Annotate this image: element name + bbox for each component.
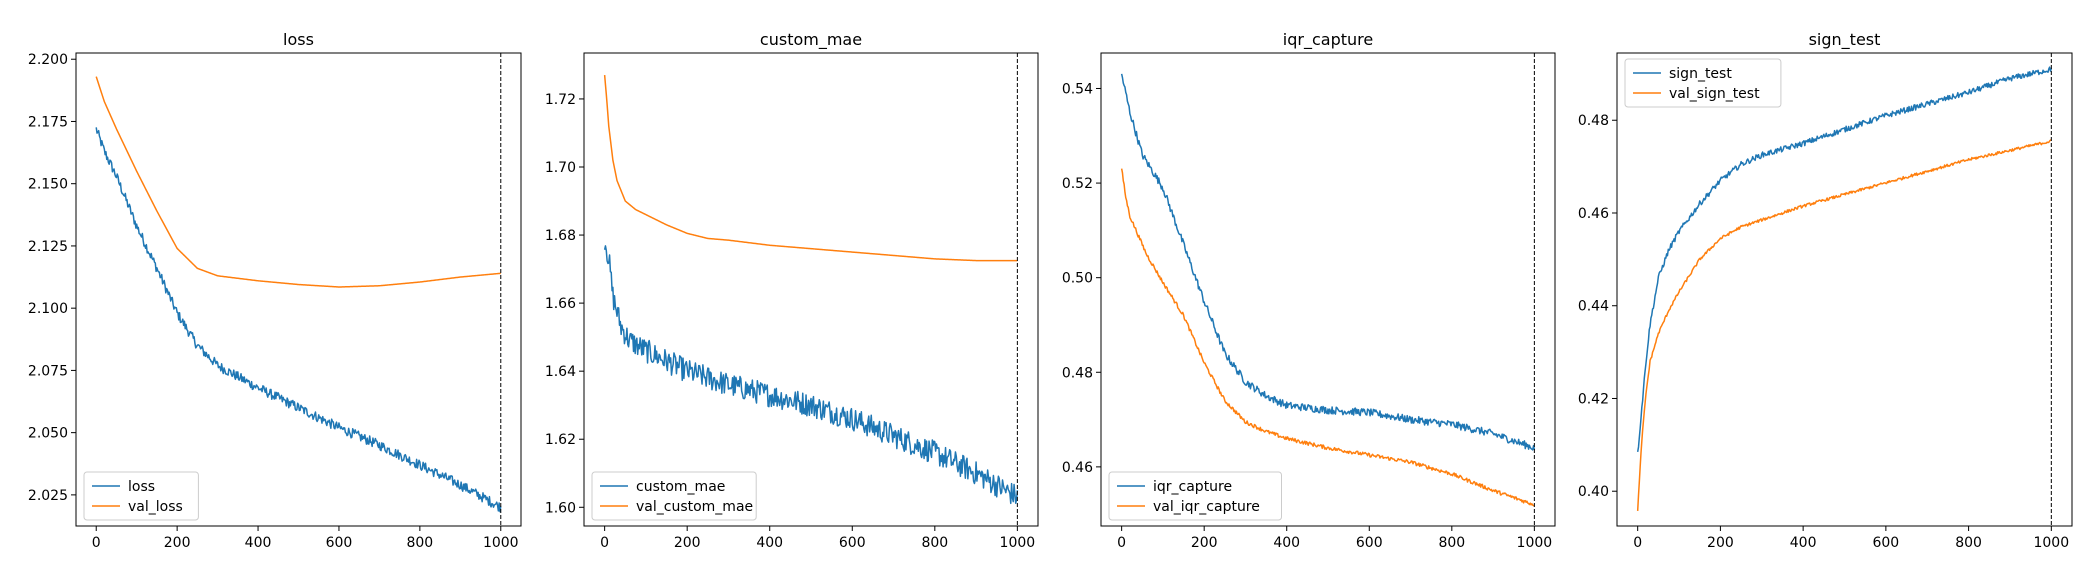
series-line-sign_test [1636, 66, 2053, 453]
x-tick-label: 200 [674, 535, 701, 551]
y-tick-label: 2.050 [28, 426, 68, 442]
y-tick-label: 0.48 [1578, 113, 1609, 129]
series-line-val_custom_mae [603, 75, 1018, 262]
legend-label-iqr_capture: iqr_capture [1153, 479, 1232, 495]
y-tick-label: 0.50 [1062, 271, 1093, 287]
series-line-iqr_capture [1120, 73, 1536, 451]
legend-label-loss: loss [128, 479, 155, 495]
chart-panel-2: custom_mae 0 200 400 600 800 1000 1.60 1.62 1.64 1… [545, 30, 1039, 551]
legend-label-val_iqr_capture: val_iqr_capture [1153, 499, 1260, 515]
y-tick-label: 2.025 [28, 488, 68, 504]
x-tick-label: 0 [1117, 535, 1126, 551]
x-tick-label: 400 [245, 535, 272, 551]
axes-frame [583, 52, 1039, 527]
x-tick-label: 1000 [1517, 535, 1553, 551]
x-tick-label: 1000 [1000, 535, 1036, 551]
series-line-val_sign_test [1636, 139, 2052, 511]
y-tick-label: 2.125 [28, 239, 68, 255]
x-tick-label: 800 [1955, 535, 1982, 551]
chart-panel-4: sign_test 0 200 400 600 800 1000 0.40 0.42 0.44 0.… [1578, 30, 2073, 551]
chart-panel-3: iqr_capture 0 200 400 600 800 1000 0.46 0.48 0.50… [1062, 30, 1556, 551]
legend-label-val_loss: val_loss [128, 499, 183, 515]
x-tick-label: 200 [1191, 535, 1218, 551]
chart-title: custom_mae [760, 30, 862, 50]
legend-box [1624, 58, 1782, 108]
y-tick-label: 1.66 [545, 296, 576, 312]
x-tick-label: 200 [164, 535, 191, 551]
y-tick-label: 0.52 [1062, 176, 1093, 192]
legend-label-sign_test: sign_test [1669, 66, 1732, 82]
y-tick-label: 2.200 [28, 52, 68, 68]
x-tick-label: 800 [406, 535, 433, 551]
x-tick-label: 0 [600, 535, 609, 551]
series-line-val_loss [95, 76, 501, 288]
x-tick-label: 600 [1872, 535, 1899, 551]
x-tick-label: 400 [1273, 535, 1300, 551]
y-tick-label: 1.68 [545, 228, 576, 244]
x-tick-label: 800 [1438, 535, 1465, 551]
legend-label-val_custom_mae: val_custom_mae [636, 499, 753, 515]
legend-label-custom_mae: custom_mae [636, 479, 725, 495]
axes-frame [75, 52, 522, 527]
chart-panel-1: loss 0 200 400 600 800 1000 2.025 2.050 2.075 2.10… [28, 30, 522, 551]
x-tick-label: 600 [326, 535, 353, 551]
x-tick-label: 800 [921, 535, 948, 551]
chart-title: sign_test [1809, 30, 1881, 50]
y-tick-label: 0.46 [1062, 460, 1093, 476]
legend: sign_test val_sign_test [1624, 58, 1782, 108]
y-tick-label: 2.175 [28, 114, 68, 130]
y-tick-label: 2.150 [28, 177, 68, 193]
y-tick-label: 1.60 [545, 500, 576, 516]
axes-frame [1616, 52, 2073, 527]
y-tick-label: 0.46 [1578, 206, 1609, 222]
chart-title: iqr_capture [1283, 30, 1373, 50]
axes-frame [1100, 52, 1556, 527]
x-tick-label: 1000 [483, 535, 519, 551]
legend-box [1108, 471, 1282, 521]
legend-box [591, 471, 757, 521]
y-tick-label: 2.075 [28, 363, 68, 379]
x-tick-label: 600 [1356, 535, 1383, 551]
series-line-loss [95, 127, 502, 513]
y-tick-label: 0.48 [1062, 365, 1093, 381]
series-line-val_iqr_capture [1120, 168, 1535, 507]
x-tick-label: 200 [1707, 535, 1734, 551]
x-tick-label: 1000 [2033, 535, 2069, 551]
legend: custom_mae val_custom_mae [591, 471, 757, 521]
y-tick-label: 2.100 [28, 301, 68, 317]
series-line-custom_mae [603, 245, 1019, 505]
x-tick-label: 0 [92, 535, 101, 551]
y-tick-label: 1.62 [545, 432, 576, 448]
y-tick-label: 0.42 [1578, 391, 1609, 407]
y-tick-label: 0.44 [1578, 299, 1609, 315]
x-tick-label: 400 [756, 535, 783, 551]
x-tick-label: 400 [1790, 535, 1817, 551]
x-tick-label: 600 [839, 535, 866, 551]
y-tick-label: 1.64 [545, 364, 576, 380]
legend-label-val_sign_test: val_sign_test [1669, 86, 1760, 102]
y-tick-label: 0.54 [1062, 81, 1093, 97]
legend: loss val_loss [83, 471, 199, 521]
y-tick-label: 1.70 [545, 160, 576, 176]
chart-title: loss [283, 30, 314, 49]
x-tick-label: 0 [1633, 535, 1642, 551]
legend: iqr_capture val_iqr_capture [1108, 471, 1282, 521]
y-tick-label: 1.72 [545, 92, 576, 108]
legend-box [83, 471, 199, 521]
y-tick-label: 0.40 [1578, 484, 1609, 500]
